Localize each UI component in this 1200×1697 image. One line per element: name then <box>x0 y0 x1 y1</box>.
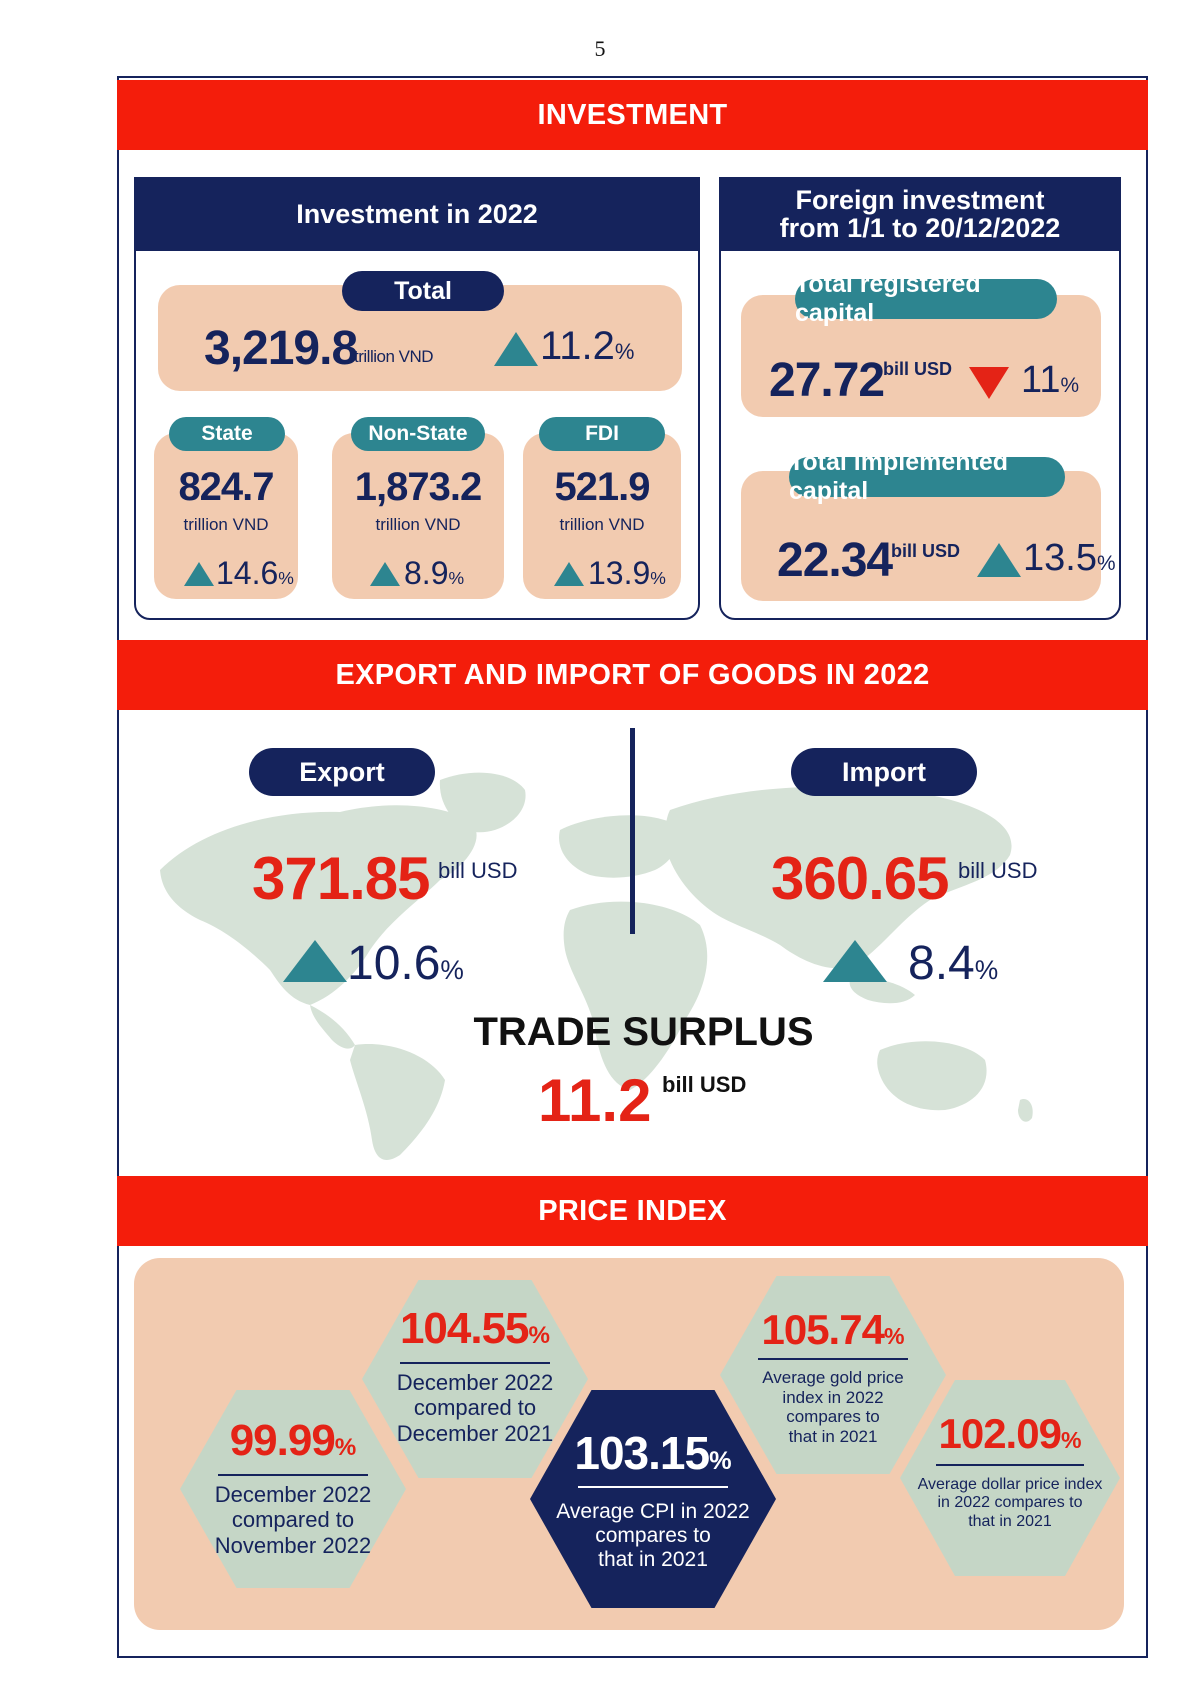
export-unit: bill USD <box>438 858 518 883</box>
state-label: State <box>169 417 285 451</box>
state-card <box>154 433 298 599</box>
implemented-capital-unit: bill USD <box>891 541 961 561</box>
fdi-card <box>523 433 681 599</box>
fdi-up-triangle-icon <box>554 562 584 586</box>
price-hex-4-value: 105.74% <box>761 1306 905 1353</box>
state-unit: trillion VND <box>183 515 269 534</box>
price-hex-4: 105.74% Average gold price index in 2022 c… <box>720 1276 946 1474</box>
export-up-triangle-icon <box>283 940 347 982</box>
import-unit: bill USD <box>958 858 1038 883</box>
fdi-unit: trillion VND <box>559 515 645 534</box>
investment-2022-panel: Investment in 2022 Total 3,219.8 trillio… <box>134 177 700 620</box>
price-hex-3: 103.15% Average CPI in 2022 compares to th… <box>530 1390 776 1608</box>
implemented-up-triangle-icon <box>977 543 1021 577</box>
price-hex-5-value: 102.09% <box>938 1410 1082 1457</box>
non-state-label: Non-State <box>351 417 485 451</box>
price-hex-2-rule <box>400 1362 550 1364</box>
price-hex-5-rule <box>936 1464 1084 1466</box>
non-state-card <box>332 433 504 599</box>
page-frame <box>117 76 1148 1658</box>
import-label: Import <box>791 748 977 796</box>
price-hex-1-rule <box>218 1474 368 1476</box>
import-value: 360.65 <box>771 845 950 912</box>
page-number: 5 <box>594 36 606 61</box>
state-value: 824.7 <box>178 465 274 509</box>
import-up-triangle-icon <box>823 940 887 982</box>
non-state-value: 1,873.2 <box>354 465 482 509</box>
trade-surplus-label: TRADE SURPLUS <box>473 1010 814 1054</box>
price-hex-2-value: 104.55% <box>399 1304 551 1353</box>
price-hex-2-text: December 2022 compared to December 2021 <box>396 1370 554 1446</box>
total-unit: trillion VND <box>354 347 434 366</box>
price-hex-4-text: Average gold price index in 2022 compares … <box>762 1368 904 1446</box>
investment-banner: INVESTMENT <box>117 80 1148 150</box>
implemented-capital-change: 13.5% <box>1023 537 1116 579</box>
price-hex-3-text: Average CPI in 2022 compares to that in 20… <box>556 1500 750 1572</box>
state-up-triangle-icon <box>184 562 214 586</box>
implemented-capital-label: Total implemented capital <box>789 448 1065 505</box>
trade-surplus-unit: bill USD <box>662 1072 747 1097</box>
price-hex-3-value: 103.15% <box>574 1427 732 1479</box>
fdi-label: FDI <box>539 417 665 451</box>
foreign-title-line1: Foreign investment <box>795 184 1045 215</box>
price-hex-3-rule <box>578 1486 728 1488</box>
trade-surplus-value: 11.2 <box>538 1067 652 1134</box>
price-hex-1-text: December 2022 compared to November 2022 <box>214 1482 372 1558</box>
total-change: 11.2% <box>540 324 635 368</box>
export-label: Export <box>249 748 435 796</box>
registered-down-triangle-icon <box>969 367 1009 399</box>
total-up-triangle-icon <box>494 332 538 366</box>
foreign-title-line2: from 1/1 to 20/12/2022 <box>779 213 1061 243</box>
fdi-value: 521.9 <box>554 465 650 509</box>
non-state-up-triangle-icon <box>370 562 400 586</box>
price-hex-1-value: 99.99% <box>229 1416 357 1465</box>
registered-capital-label: Total registered capital <box>795 270 1057 327</box>
registered-capital-change: 11% <box>1021 359 1080 401</box>
total-label: Total <box>342 271 504 311</box>
export-change: 10.6% <box>347 937 464 990</box>
price-index-banner: PRICE INDEX <box>117 1176 1148 1246</box>
import-change: 8.4% <box>908 937 999 990</box>
price-hex-5-text: Average dollar price index in 2022 compar… <box>917 1476 1103 1530</box>
registered-capital-value: 27.72 <box>769 354 885 407</box>
total-value: 3,219.8 <box>204 322 358 375</box>
registered-capital-unit: bill USD <box>883 359 953 379</box>
foreign-investment-panel: Foreign investment from 1/1 to 20/12/202… <box>719 177 1121 620</box>
trade-banner: EXPORT AND IMPORT OF GOODS IN 2022 <box>117 640 1148 710</box>
state-change: 14.6% <box>216 555 294 591</box>
export-value: 371.85 <box>252 845 431 912</box>
non-state-change: 8.9% <box>404 555 465 591</box>
implemented-capital-value: 22.34 <box>777 534 893 587</box>
investment-2022-title: Investment in 2022 <box>134 177 700 251</box>
fdi-change: 13.9% <box>588 555 666 591</box>
world-map-image <box>160 772 1033 1160</box>
foreign-investment-title: Foreign investment from 1/1 to 20/12/202… <box>719 177 1121 251</box>
price-hex-4-rule <box>758 1358 908 1360</box>
non-state-unit: trillion VND <box>375 515 461 534</box>
trade-divider-line <box>630 728 635 934</box>
